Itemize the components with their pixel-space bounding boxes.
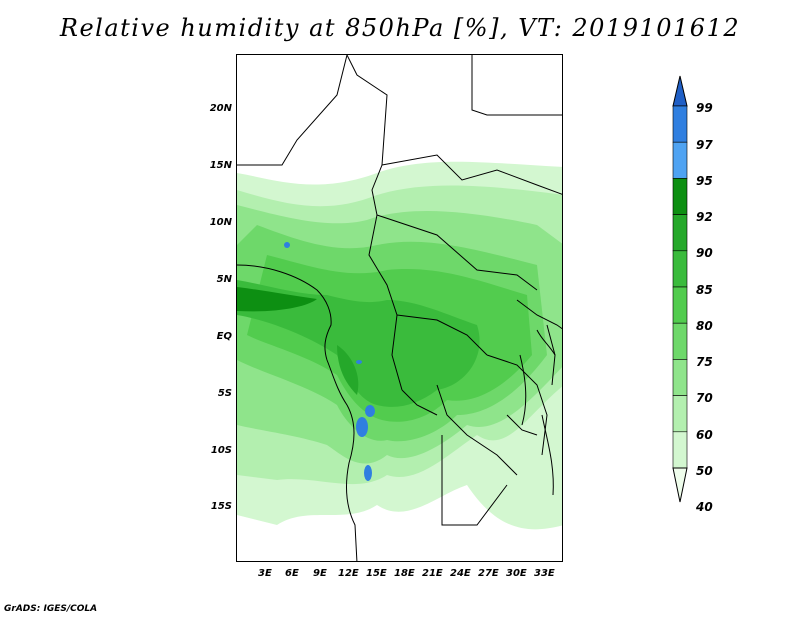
humidity-map [237, 55, 562, 561]
colorbar-max-arrow [672, 75, 688, 107]
colorbar-min-arrow [672, 467, 688, 503]
lat-tick-label: EQ [216, 331, 232, 342]
lon-tick-label: 24E [450, 568, 471, 579]
lon-tick-label: 9E [313, 568, 327, 579]
colorbar-label: 70 [696, 391, 713, 405]
lon-tick-label: 21E [422, 568, 443, 579]
lon-tick-label: 6E [285, 568, 299, 579]
colorbar-label: 40 [696, 500, 713, 514]
lon-tick-label: 30E [506, 568, 527, 579]
colorbar-swatch [672, 395, 688, 433]
colorbar-swatch [672, 178, 688, 215]
colorbar-swatch [672, 105, 688, 143]
lon-tick-label: 18E [394, 568, 415, 579]
lon-tick-label: 3E [258, 568, 272, 579]
colorbar-swatch [672, 431, 688, 469]
colorbar-swatch [672, 250, 688, 288]
map-panel [236, 54, 563, 562]
lat-tick-label: 5S [217, 388, 232, 399]
lat-tick-label: 10S [210, 445, 232, 456]
map-title: Relative humidity at 850hPa [%], VT: 201… [59, 14, 741, 42]
colorbar-label: 60 [696, 428, 713, 442]
colorbar-label: 50 [696, 464, 713, 478]
lat-tick-label: 20N [209, 103, 232, 114]
colorbar-swatch [672, 359, 688, 396]
colorbar-label: 90 [696, 246, 713, 260]
colorbar-swatch [672, 214, 688, 252]
lat-tick-label: 5N [216, 274, 232, 285]
lakes [519, 329, 556, 496]
lon-tick-label: 15E [366, 568, 387, 579]
colorbar-swatch [672, 141, 688, 179]
colorbar-scale [672, 75, 688, 503]
lon-tick-label: 27E [478, 568, 499, 579]
humidity-fill [237, 161, 562, 530]
colorbar-label: 99 [696, 101, 713, 115]
lat-tick-label: 15S [210, 501, 232, 512]
colorbar-label: 75 [696, 355, 713, 369]
lon-tick-label: 12E [338, 568, 359, 579]
colorbar-swatch [672, 322, 688, 360]
lon-tick-label: 33E [534, 568, 555, 579]
colorbar-label: 95 [696, 174, 713, 188]
credit-text: GrADS: IGES/COLA [4, 604, 98, 614]
colorbar-label: 92 [696, 210, 713, 224]
lat-tick-label: 10N [209, 217, 232, 228]
colorbar-label: 97 [696, 138, 713, 152]
colorbar-label: 80 [696, 319, 713, 333]
lat-tick-label: 15N [209, 160, 232, 171]
colorbar-swatch [672, 286, 688, 324]
colorbar-label: 85 [696, 283, 713, 297]
